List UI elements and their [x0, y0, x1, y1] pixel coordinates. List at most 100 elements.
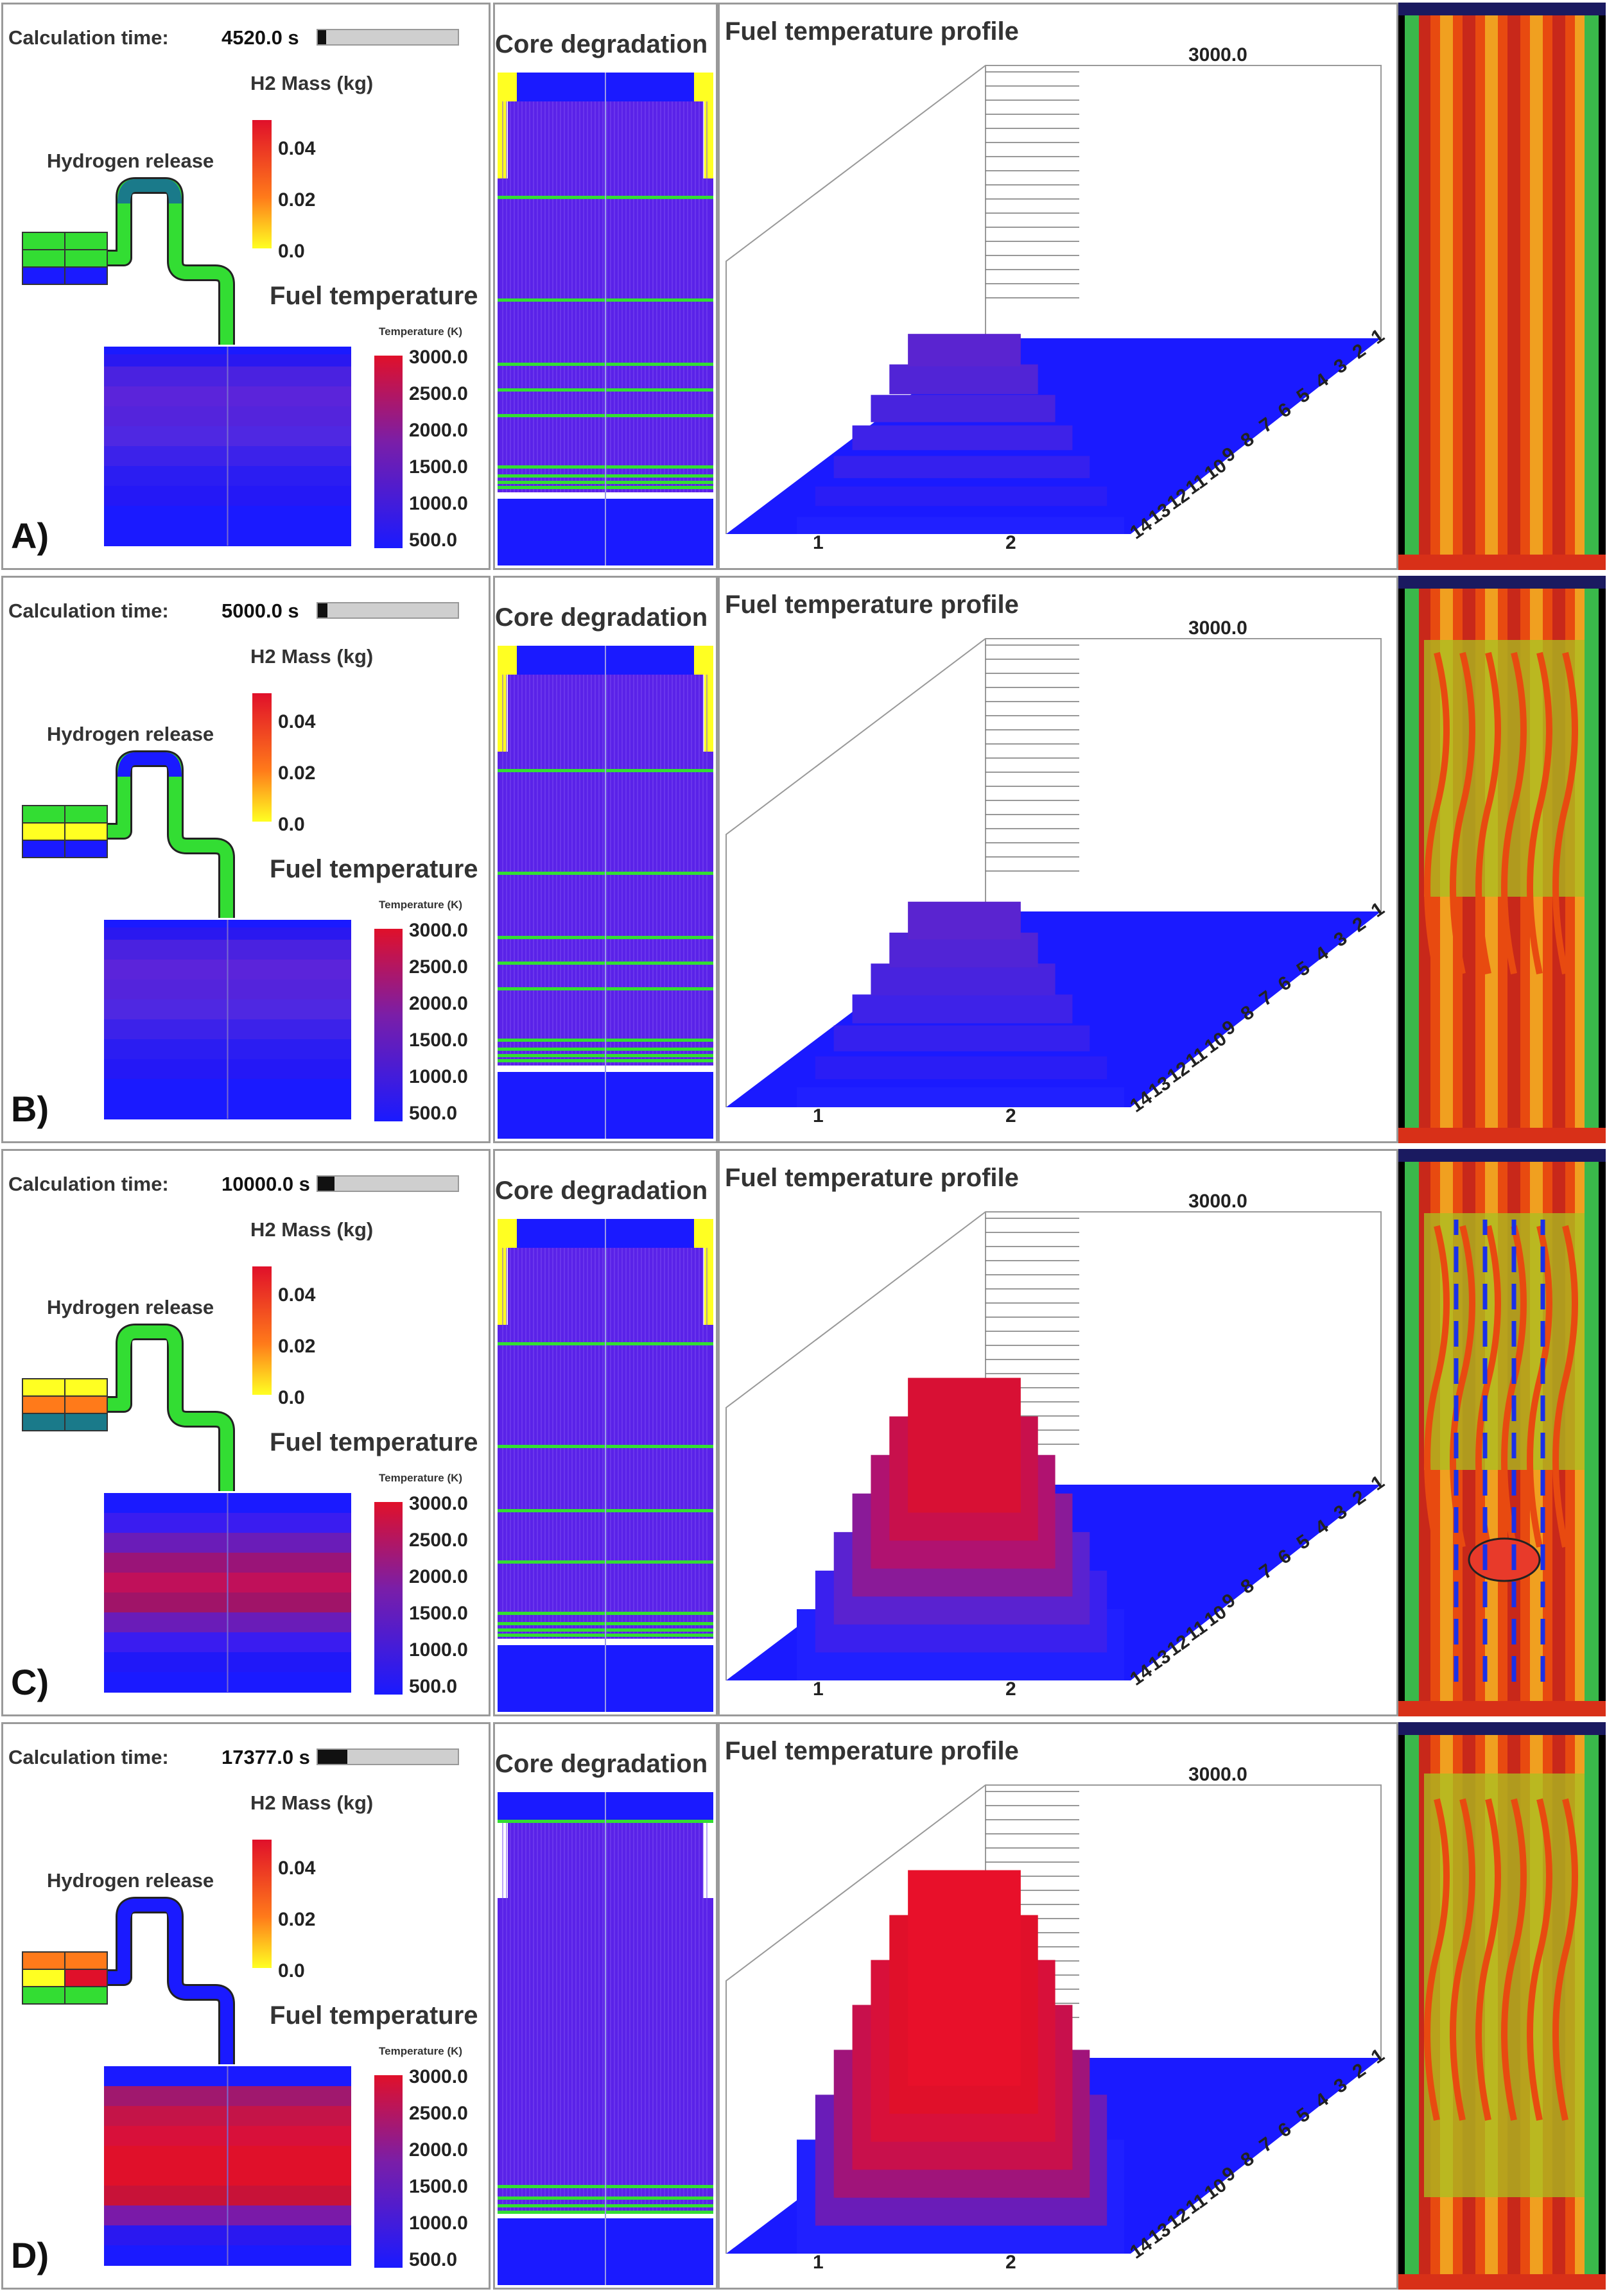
control-graphics — [22, 1266, 403, 1695]
calc-time-value: 10000.0 s — [222, 1173, 310, 1195]
h2-scale-tick: 0.0 — [278, 814, 305, 835]
profile-x-tick: 1 — [813, 532, 824, 553]
panel-letter: A) — [11, 515, 49, 556]
source-cell — [64, 249, 108, 268]
profile-step — [908, 1377, 1021, 1513]
temp-scale-tick: 3000.0 — [409, 347, 468, 368]
profile-graphics — [725, 65, 1382, 534]
temp-scale-tick: 500.0 — [409, 530, 458, 551]
panel-letter: B) — [11, 1089, 49, 1129]
calc-time-label: Calculation time: — [8, 600, 169, 622]
control-graphics — [22, 120, 403, 548]
panel-letter: C) — [11, 1662, 49, 1702]
h2-scale-tick: 0.0 — [278, 241, 305, 262]
profile-graphics — [725, 1211, 1382, 1680]
source-cell — [64, 266, 108, 285]
bundle-image-strip — [1398, 3, 1606, 570]
control-graphics — [22, 693, 403, 1121]
calc-time-label: Calculation time: — [8, 1173, 169, 1195]
source-cell — [64, 1986, 108, 2005]
source-cell — [22, 1969, 65, 1987]
h2-scale-tick: 0.0 — [278, 1960, 305, 1981]
h2-scale-tick: 0.02 — [278, 1336, 316, 1357]
temp-scale-tick: 1500.0 — [409, 2176, 468, 2197]
h2-scale-tick: 0.0 — [278, 1387, 305, 1408]
temp-scale-tick: 1500.0 — [409, 456, 468, 478]
temp-scale-tick: 1000.0 — [409, 2213, 468, 2234]
temp-scale-tick: 1000.0 — [409, 493, 468, 514]
fuel-profile-panel: Fuel temperature profile 3000.0 1 2 14 13 12 11… — [718, 1149, 1398, 1716]
calc-time-label: Calculation time: — [8, 26, 169, 49]
temp-scale-tick: 3000.0 — [409, 1493, 468, 1514]
temp-scale-tick: 1000.0 — [409, 1066, 468, 1087]
source-cell — [64, 1413, 108, 1431]
profile-max-label: 3000.0 — [1188, 617, 1247, 639]
temp-scale-tick: 2000.0 — [409, 420, 468, 441]
control-panel: Calculation time: 17377.0 s H2 Mass (kg) Hy… — [1, 1722, 491, 2290]
temperature-colorbar — [374, 356, 403, 548]
calc-time-value: 5000.0 s — [222, 600, 299, 622]
fuel-profile-title: Fuel temperature profile — [725, 1737, 1019, 1765]
temp-scale-tick: 2500.0 — [409, 2103, 468, 2124]
calc-progress-bar — [317, 602, 459, 619]
profile-step — [871, 963, 1055, 996]
profile-step — [889, 364, 1038, 395]
bundle-image — [1398, 1722, 1606, 2290]
fuel-profile-panel: Fuel temperature profile 3000.0 1 2 14 13 12 11… — [718, 3, 1398, 570]
temp-scale-tick: 500.0 — [409, 2249, 458, 2270]
fuel-profile-title: Fuel temperature profile — [725, 591, 1019, 619]
source-cell — [64, 805, 108, 824]
control-panel: Calculation time: 4520.0 s H2 Mass (kg) Hyd… — [1, 3, 491, 570]
source-cell — [64, 1395, 108, 1414]
calc-progress-bar — [317, 1175, 459, 1192]
pipe-top-segment — [117, 752, 182, 777]
profile-step — [852, 425, 1073, 451]
bundle-image-strip — [1398, 1722, 1606, 2290]
profile-step — [833, 1025, 1090, 1051]
temperature-unit-label: Temperature (K) — [379, 2045, 463, 2057]
core-degradation-panel: Core degradation — [493, 576, 718, 1143]
temp-scale-tick: 2000.0 — [409, 1566, 468, 1587]
profile-graphics — [725, 638, 1382, 1107]
bundle-image-strip — [1398, 576, 1606, 1143]
temp-scale-tick: 3000.0 — [409, 2066, 468, 2087]
source-cell — [22, 266, 65, 285]
calc-time-value: 4520.0 s — [222, 26, 299, 49]
source-cell — [22, 822, 65, 841]
source-cell — [22, 1413, 65, 1431]
pipe-top-segment — [117, 1899, 182, 1924]
profile-x-tick: 2 — [1005, 2252, 1016, 2273]
temp-scale-tick: 1500.0 — [409, 1030, 468, 1051]
fuel-profile-panel: Fuel temperature profile 3000.0 1 2 14 13 12 11… — [718, 1722, 1398, 2290]
core-degradation-title: Core degradation — [495, 30, 708, 58]
hydrogen-release-label: Hydrogen release — [47, 1296, 214, 1318]
profile-max-label: 3000.0 — [1188, 1191, 1247, 1212]
source-cell — [22, 232, 65, 250]
h2-mass-title: H2 Mass (kg) — [250, 72, 374, 94]
pipe-top-segment — [117, 179, 182, 204]
profile-x-tick: 1 — [813, 1679, 824, 1700]
source-cell — [22, 1951, 65, 1970]
calc-progress-fill — [318, 1177, 335, 1191]
melt-pool — [1468, 1537, 1541, 1582]
fuel-temperature-title: Fuel temperature — [270, 2001, 478, 2030]
temp-scale-tick: 2500.0 — [409, 383, 468, 404]
source-cell — [64, 1969, 108, 1987]
panel-b: Calculation time: 5000.0 s H2 Mass (kg) Hyd… — [0, 574, 1607, 1146]
h2-mass-title: H2 Mass (kg) — [250, 1218, 374, 1241]
calc-progress-fill — [318, 603, 328, 617]
source-cell — [64, 840, 108, 858]
bundle-image — [1398, 3, 1606, 570]
calc-progress-bar — [317, 29, 459, 46]
profile-x-tick: 1 — [813, 2252, 824, 2273]
calc-progress-fill — [318, 1750, 347, 1764]
h2-mass-title: H2 Mass (kg) — [250, 1791, 374, 1814]
core-graphics — [498, 1219, 713, 1712]
core-degradation-panel: Core degradation — [493, 3, 718, 570]
panel-c: Calculation time: 10000.0 s H2 Mass (kg) Hy… — [0, 1148, 1607, 1719]
source-cell — [64, 232, 108, 250]
profile-step — [815, 1056, 1108, 1080]
temp-scale-tick: 1000.0 — [409, 1639, 468, 1661]
panel-d: Calculation time: 17377.0 s H2 Mass (kg) Hy… — [0, 1721, 1607, 2292]
